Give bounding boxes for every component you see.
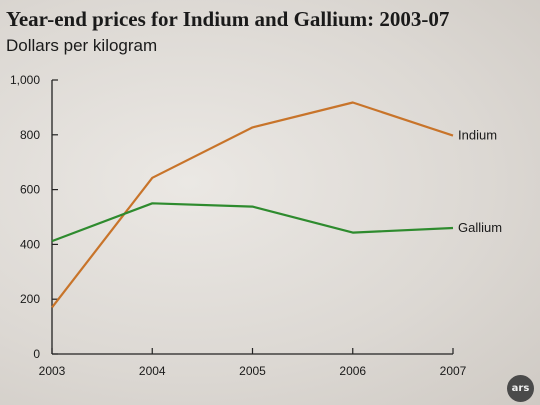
y-tick-label: 200 — [20, 292, 40, 306]
chart-subtitle: Dollars per kilogram — [6, 36, 158, 55]
y-tick-label: 800 — [20, 128, 40, 142]
chart-title: Year-end prices for Indium and Gallium: … — [6, 7, 450, 31]
series-line-indium — [51, 101, 454, 309]
x-tick-label: 2005 — [239, 364, 266, 378]
y-tick-label: 0 — [33, 347, 40, 361]
axis-ticks: 0 200 400 600 800 1,000 2003 2004 2005 2006 2007 — [10, 73, 467, 378]
y-tick-label: 600 — [20, 183, 40, 197]
x-tick-label: 2007 — [440, 364, 467, 378]
ars-logo: ars — [507, 375, 534, 402]
x-tick-label: 2004 — [139, 364, 166, 378]
series-labels: Indium Gallium — [458, 128, 502, 235]
y-tick-label: 1,000 — [10, 73, 40, 87]
series-label-gallium: Gallium — [458, 220, 502, 235]
series-lines — [51, 101, 454, 309]
series-line-gallium — [51, 202, 454, 243]
axes — [51, 80, 453, 355]
series-label-indium: Indium — [458, 128, 497, 143]
y-tick-label: 400 — [20, 237, 40, 251]
x-tick-label: 2003 — [39, 364, 66, 378]
x-tick-label: 2006 — [339, 364, 366, 378]
